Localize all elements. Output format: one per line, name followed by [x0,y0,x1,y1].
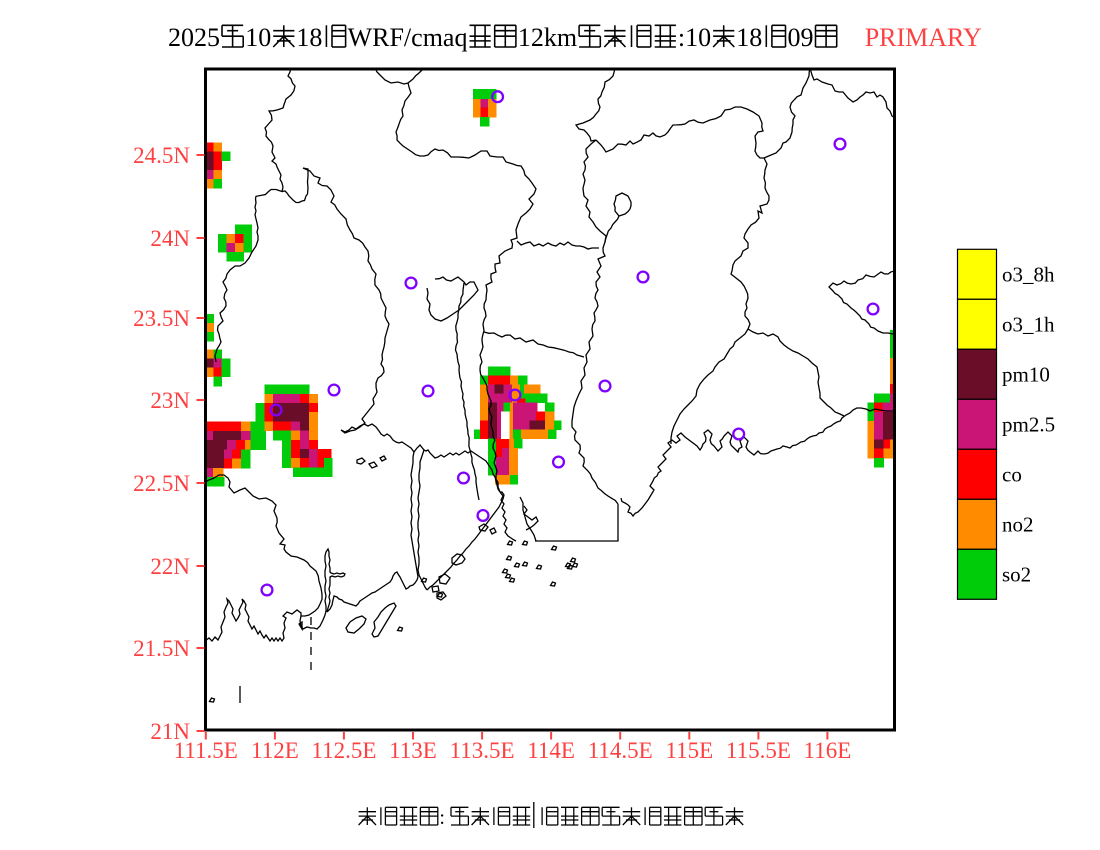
svg-text:no2: no2 [1002,512,1034,536]
svg-text:10: 10 [245,23,271,52]
svg-text:o3_1h: o3_1h [1002,312,1055,336]
svg-text:09: 09 [788,23,814,52]
svg-text:so2: so2 [1002,562,1031,586]
svg-text:WRF/cmaq: WRF/cmaq [348,23,468,52]
svg-text:18: 18 [296,23,322,52]
svg-text:24.5N: 24.5N [133,143,190,168]
svg-text:116E: 116E [804,738,852,763]
svg-text:114E: 114E [527,738,575,763]
svg-text:10: 10 [685,23,711,52]
svg-text:pm10: pm10 [1002,362,1050,386]
svg-text:112.5E: 112.5E [311,738,376,763]
svg-text:co: co [1002,462,1022,486]
svg-text:23N: 23N [150,388,190,413]
svg-text:22.5N: 22.5N [133,471,190,496]
svg-text:21.5N: 21.5N [133,636,190,661]
svg-text:12km: 12km [518,23,577,52]
svg-text:pm2.5: pm2.5 [1002,412,1055,436]
svg-text:o3_8h: o3_8h [1002,262,1055,286]
svg-text:113E: 113E [389,738,437,763]
svg-text:PRIMARY: PRIMARY [865,23,982,52]
svg-text:24N: 24N [150,226,190,251]
svg-text:22N: 22N [150,554,190,579]
svg-text:115E: 115E [665,738,713,763]
svg-text:113.5E: 113.5E [450,738,515,763]
svg-text:114.5E: 114.5E [588,738,653,763]
svg-text:2025: 2025 [168,23,220,52]
svg-text:115.5E: 115.5E [726,738,791,763]
svg-text:112E: 112E [251,738,299,763]
svg-text:111.5E: 111.5E [174,738,238,763]
svg-text:18: 18 [736,23,762,52]
svg-text::: : [439,807,445,829]
svg-text:23.5N: 23.5N [133,306,190,331]
svg-text::: : [678,23,685,52]
svg-text:21N: 21N [150,719,190,744]
